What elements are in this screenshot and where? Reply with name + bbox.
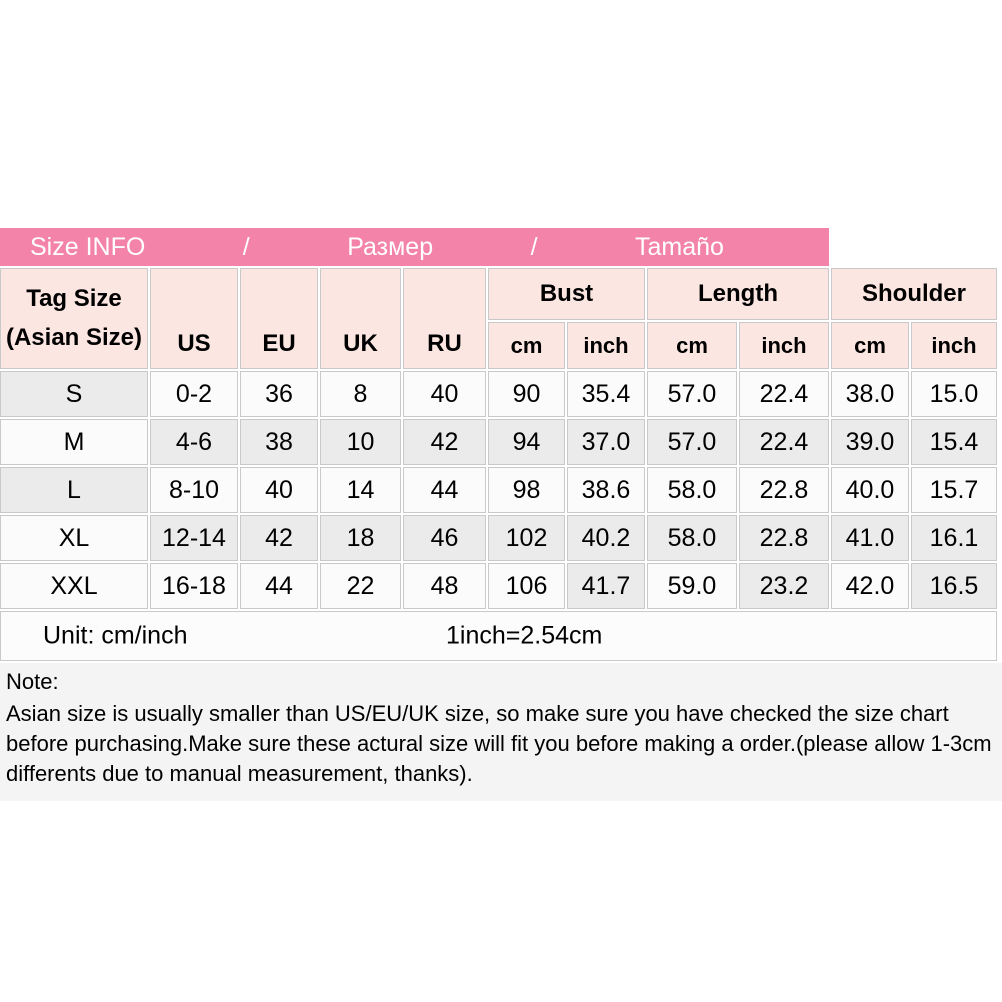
shoulder-inch-cell: 15.4 [911, 419, 997, 465]
table-row-m: M 4-6 38 10 42 94 37.0 57.0 22.4 39.0 15… [0, 419, 997, 465]
ru-cell: 44 [403, 467, 486, 513]
tag-size-line1: Tag Size [26, 285, 122, 313]
title-razmer: Размер [347, 232, 434, 261]
unit-label: Unit: cm/inch [43, 621, 188, 650]
uk-cell: 10 [320, 419, 401, 465]
col-header-tag-size: Tag Size (Asian Size) [0, 268, 148, 369]
tag-size-cell: XXL [0, 563, 148, 609]
title-separator-2: / [530, 232, 538, 261]
eu-cell: 44 [240, 563, 318, 609]
ru-cell: 46 [403, 515, 486, 561]
group-header-row: Tag Size (Asian Size) US EU UK RU Bust L… [0, 268, 997, 369]
banner-spacer [831, 228, 997, 266]
conversion-label: 1inch=2.54cm [446, 621, 603, 650]
length-inch-cell: 22.8 [739, 515, 829, 561]
subheader-length-cm: cm [647, 322, 737, 369]
bust-cm-cell: 106 [488, 563, 565, 609]
col-header-shoulder: Shoulder [831, 268, 997, 320]
subheader-length-inch: inch [739, 322, 829, 369]
uk-cell: 18 [320, 515, 401, 561]
us-cell: 4-6 [150, 419, 238, 465]
uk-cell: 8 [320, 371, 401, 417]
ru-cell: 48 [403, 563, 486, 609]
bust-inch-cell: 37.0 [567, 419, 645, 465]
bust-cm-cell: 102 [488, 515, 565, 561]
note-title: Note: [6, 669, 59, 694]
col-header-bust: Bust [488, 268, 645, 320]
tag-size-cell: L [0, 467, 148, 513]
uk-cell: 22 [320, 563, 401, 609]
col-header-us: US [150, 268, 238, 369]
tag-size-line2: (Asian Size) [5, 323, 143, 351]
subheader-bust-cm: cm [488, 322, 565, 369]
unit-row: Unit: cm/inch 1inch=2.54cm [0, 611, 997, 661]
shoulder-cm-cell: 39.0 [831, 419, 909, 465]
eu-cell: 38 [240, 419, 318, 465]
shoulder-cm-cell: 38.0 [831, 371, 909, 417]
title-size-info: Size INFO [30, 232, 146, 261]
length-cm-cell: 57.0 [647, 419, 737, 465]
length-inch-cell: 22.4 [739, 371, 829, 417]
note-body: Asian size is usually smaller than US/EU… [6, 701, 992, 786]
length-cm-cell: 57.0 [647, 371, 737, 417]
length-cm-cell: 59.0 [647, 563, 737, 609]
tag-size-cell: S [0, 371, 148, 417]
col-header-length: Length [647, 268, 829, 320]
table-row-s: S 0-2 36 8 40 90 35.4 57.0 22.4 38.0 15.… [0, 371, 997, 417]
bust-inch-cell: 41.7 [567, 563, 645, 609]
eu-cell: 36 [240, 371, 318, 417]
eu-cell: 42 [240, 515, 318, 561]
note-section: Note: Asian size is usually smaller than… [0, 663, 1002, 801]
tag-size-cell: M [0, 419, 148, 465]
shoulder-inch-cell: 16.1 [911, 515, 997, 561]
shoulder-cm-cell: 41.0 [831, 515, 909, 561]
unit-cell: Unit: cm/inch 1inch=2.54cm [0, 611, 997, 661]
table-row-xl: XL 12-14 42 18 46 102 40.2 58.0 22.8 41.… [0, 515, 997, 561]
eu-cell: 40 [240, 467, 318, 513]
title-banner-row: Size INFO / Размер / Tamaño [0, 228, 997, 266]
ru-cell: 42 [403, 419, 486, 465]
shoulder-cm-cell: 42.0 [831, 563, 909, 609]
uk-cell: 14 [320, 467, 401, 513]
bust-cm-cell: 90 [488, 371, 565, 417]
length-inch-cell: 23.2 [739, 563, 829, 609]
tag-size-cell: XL [0, 515, 148, 561]
length-inch-cell: 22.8 [739, 467, 829, 513]
table-row-l: L 8-10 40 14 44 98 38.6 58.0 22.8 40.0 1… [0, 467, 997, 513]
table-row-xxl: XXL 16-18 44 22 48 106 41.7 59.0 23.2 42… [0, 563, 997, 609]
bust-inch-cell: 35.4 [567, 371, 645, 417]
subheader-shoulder-cm: cm [831, 322, 909, 369]
length-inch-cell: 22.4 [739, 419, 829, 465]
length-cm-cell: 58.0 [647, 467, 737, 513]
bust-inch-cell: 40.2 [567, 515, 645, 561]
unit-header-row: cm inch cm inch cm inch [0, 322, 997, 369]
length-cm-cell: 58.0 [647, 515, 737, 561]
title-banner: Size INFO / Размер / Tamaño [0, 228, 829, 266]
shoulder-cm-cell: 40.0 [831, 467, 909, 513]
title-tamano: Tamaño [635, 232, 724, 261]
us-cell: 8-10 [150, 467, 238, 513]
subheader-shoulder-inch: inch [911, 322, 997, 369]
shoulder-inch-cell: 15.0 [911, 371, 997, 417]
bust-cm-cell: 98 [488, 467, 565, 513]
col-header-uk: UK [320, 268, 401, 369]
shoulder-inch-cell: 16.5 [911, 563, 997, 609]
title-separator-1: / [242, 232, 250, 261]
size-chart-table: Size INFO / Размер / Tamaño Tag Size (As… [0, 226, 999, 663]
bust-inch-cell: 38.6 [567, 467, 645, 513]
col-header-eu: EU [240, 268, 318, 369]
shoulder-inch-cell: 15.7 [911, 467, 997, 513]
us-cell: 0-2 [150, 371, 238, 417]
ru-cell: 40 [403, 371, 486, 417]
subheader-bust-inch: inch [567, 322, 645, 369]
col-header-ru: RU [403, 268, 486, 369]
bust-cm-cell: 94 [488, 419, 565, 465]
us-cell: 12-14 [150, 515, 238, 561]
title-banner-text: Size INFO / Размер / Tamaño [0, 233, 829, 262]
us-cell: 16-18 [150, 563, 238, 609]
